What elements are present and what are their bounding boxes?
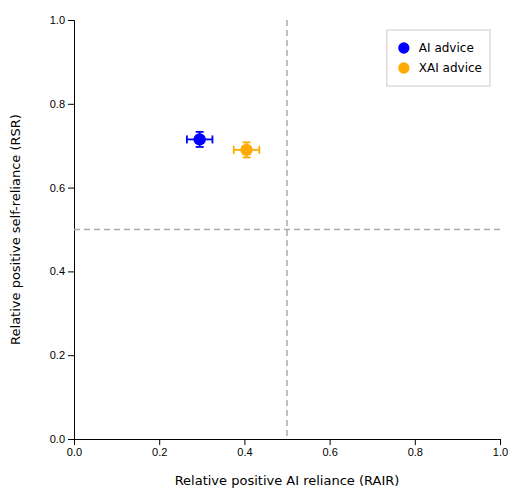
tick: 0.6 <box>50 182 74 194</box>
tick-mark <box>330 439 331 445</box>
error-bar-cap <box>233 146 235 154</box>
error-bar-cap <box>196 146 204 148</box>
tick-mark <box>244 439 245 445</box>
tick: 1.0 <box>493 439 508 458</box>
tick: 0.2 <box>50 349 74 361</box>
tick-mark <box>159 439 160 445</box>
tick-mark <box>68 355 74 356</box>
tick: 0.8 <box>408 439 423 458</box>
legend-label: XAI advice <box>419 61 482 75</box>
tick: 1.0 <box>50 14 74 26</box>
tick-label: 0.0 <box>50 433 65 445</box>
legend: AI advice XAI advice <box>387 30 490 86</box>
tick-label: 0.2 <box>50 349 65 361</box>
error-bar-cap <box>186 135 188 143</box>
tick-label: 1.0 <box>50 14 65 26</box>
tick-label: 0.8 <box>408 446 423 458</box>
tick-label: 0.8 <box>50 98 65 110</box>
chart: 0.0 0.2 0.4 0.6 0.8 1.0 0.0 0.2 0.4 0.6 0.8 1.0 AI a… <box>0 0 524 501</box>
tick-mark <box>415 439 416 445</box>
tick-mark <box>68 439 74 440</box>
tick-mark <box>68 271 74 272</box>
tick-label: 0.0 <box>67 446 82 458</box>
plot: 0.0 0.2 0.4 0.6 0.8 1.0 0.0 0.2 0.4 0.6 0.8 1.0 AI a… <box>50 14 508 458</box>
axis-line <box>75 440 501 446</box>
tick: 0.4 <box>50 265 74 277</box>
error-bar-cap <box>196 131 204 133</box>
tick-label: 0.4 <box>237 446 252 458</box>
legend-label: AI advice <box>419 41 474 55</box>
legend-swatch <box>398 42 409 53</box>
tick: 0.8 <box>50 98 74 110</box>
tick: 0.2 <box>152 439 167 458</box>
tick-label: 0.2 <box>152 446 167 458</box>
tick-mark <box>68 188 74 189</box>
tick-label: 1.0 <box>493 446 508 458</box>
x-axis-title: Relative positive AI reliance (RAIR) <box>175 473 400 488</box>
series <box>187 132 213 147</box>
tick-label: 0.4 <box>50 265 65 277</box>
tick-mark <box>68 104 74 105</box>
tick-mark <box>500 439 501 445</box>
axis-line <box>68 21 75 440</box>
tick: 0.6 <box>322 439 337 458</box>
x-axis: 0.0 0.2 0.4 0.6 0.8 1.0 <box>67 439 508 458</box>
point <box>240 144 252 156</box>
tick: 0.0 <box>67 439 82 458</box>
y-axis-title: Relative positive self-reliance (RSR) <box>8 114 23 345</box>
tick-label: 0.6 <box>50 182 65 194</box>
tick-label: 0.6 <box>322 446 337 458</box>
tick: 0.0 <box>50 433 74 445</box>
tick: 0.4 <box>237 439 252 458</box>
error-bar-cap <box>258 146 260 154</box>
error-bar-cap <box>212 135 214 143</box>
legend-box <box>387 30 490 86</box>
error-bar-cap <box>243 157 251 159</box>
series <box>234 142 260 157</box>
error-bar-cap <box>243 141 251 143</box>
legend-swatch <box>398 62 409 73</box>
marks <box>74 20 500 439</box>
point <box>193 133 205 145</box>
reference-line <box>74 229 500 231</box>
y-axis: 0.0 0.2 0.4 0.6 0.8 1.0 <box>50 14 75 445</box>
tick-mark <box>68 20 74 21</box>
